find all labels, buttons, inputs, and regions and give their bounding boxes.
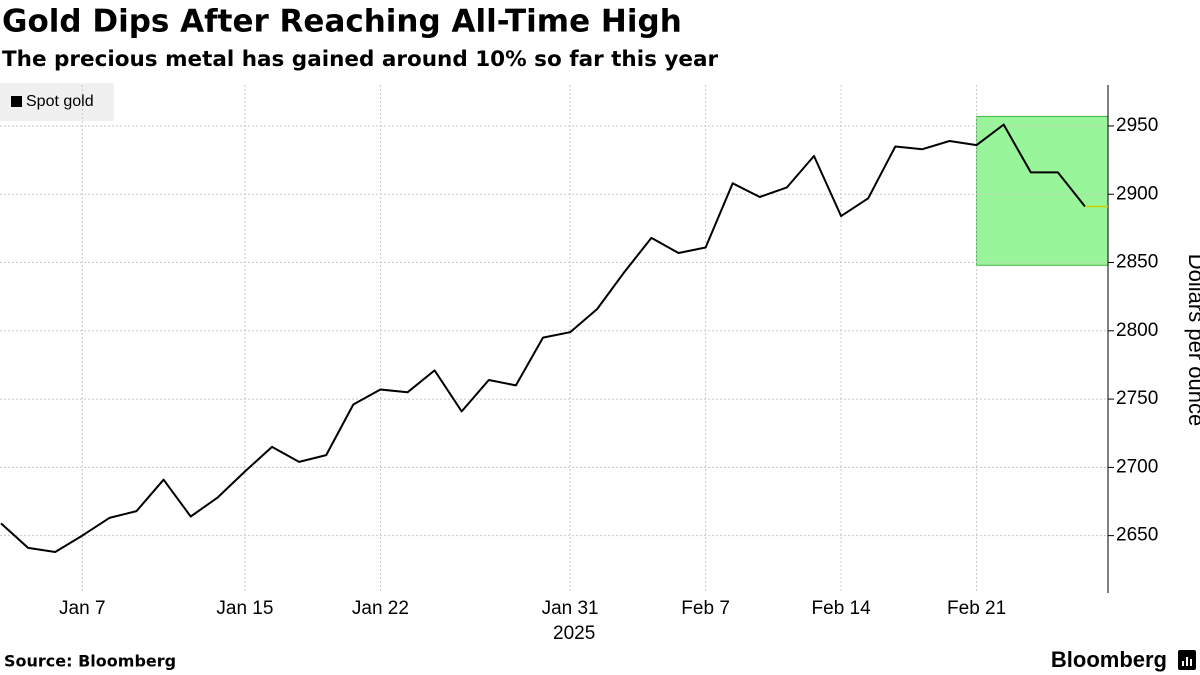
y-axis-label: Dollars per ounce <box>1184 254 1200 426</box>
y-tick-label: 2700 <box>1116 456 1158 477</box>
source: Source: Bloomberg <box>4 652 176 671</box>
chart-subtitle: The precious metal has gained around 10%… <box>2 47 719 72</box>
brand-icon <box>1178 650 1196 670</box>
x-sublabel: 2025 <box>553 623 595 644</box>
y-tick-label: 2850 <box>1116 252 1158 273</box>
line <box>0 123 1086 553</box>
chart-title: Gold Dips After Reaching All-Time High <box>2 4 682 40</box>
y-tick-label: 2650 <box>1116 525 1158 546</box>
legend-label: Spot gold <box>26 93 94 110</box>
legend-swatch <box>11 96 22 107</box>
x-tick-label: Jan 22 <box>352 598 409 619</box>
x-tick-label: Jan 31 <box>542 598 599 619</box>
x-tick-label: Feb 21 <box>947 598 1006 619</box>
x-tick-label: Jan 7 <box>59 598 105 619</box>
y-tick-label: 2950 <box>1116 115 1158 136</box>
x-tick-label: Jan 15 <box>216 598 273 619</box>
brand: Bloomberg <box>1051 647 1167 672</box>
y-tick-label: 2900 <box>1116 183 1158 204</box>
y-tick-label: 2800 <box>1116 320 1158 341</box>
x-tick-label: Feb 14 <box>812 598 872 619</box>
x-tick-label: Feb 7 <box>681 598 730 619</box>
highlight-box <box>976 115 1109 266</box>
y-tick-label: 2750 <box>1116 388 1158 409</box>
